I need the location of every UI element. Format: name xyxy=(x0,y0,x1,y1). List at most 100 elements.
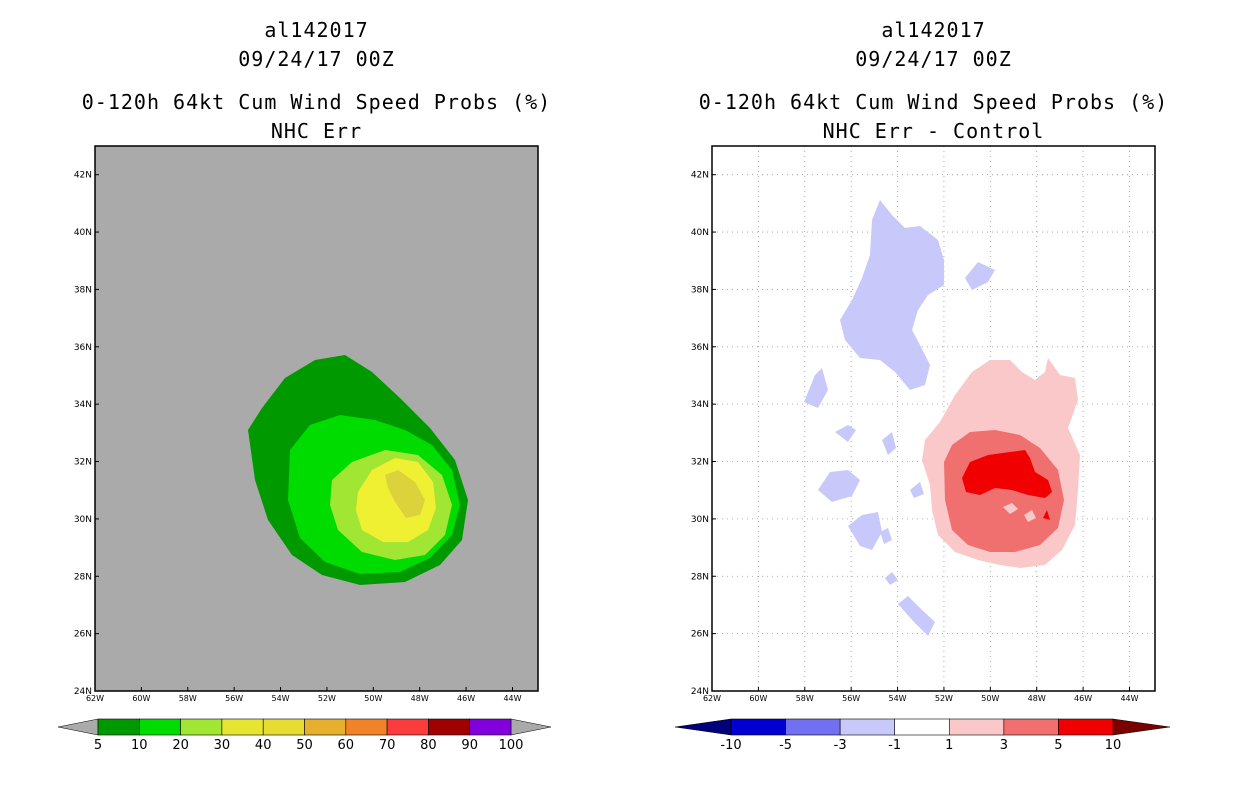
lat-label: 26N xyxy=(74,630,92,640)
lat-label: 34N xyxy=(74,400,92,410)
lon-label: 60W xyxy=(749,694,767,703)
lat-label: 38N xyxy=(74,285,92,295)
lat-label: 26N xyxy=(691,630,709,640)
colorbar-swatch xyxy=(97,718,140,736)
lat-label: 32N xyxy=(74,458,92,468)
lat-label: 36N xyxy=(691,343,709,353)
colorbar-swatch xyxy=(469,718,512,736)
left-contour-40 xyxy=(385,470,425,518)
lon-label: 52W xyxy=(318,694,336,703)
colorbar-swatch xyxy=(180,718,223,736)
colorbar-swatch xyxy=(1003,718,1059,736)
right-contour-neg-north xyxy=(840,200,944,390)
lat-label: 42N xyxy=(74,171,92,181)
right-contour-neg-mid xyxy=(882,432,896,455)
right-contour-neg-sw1 xyxy=(835,425,856,442)
right-contour-pos-5 xyxy=(962,450,1052,498)
colorbar-label: 30 xyxy=(214,738,231,753)
lat-label: 34N xyxy=(691,400,709,410)
lat-label: 40N xyxy=(74,228,92,238)
right-contour-neg-sw2 xyxy=(818,470,860,502)
colorbar-swatch xyxy=(221,718,264,736)
right-subtitle: NHC Err - Control xyxy=(822,119,1045,143)
left-map-frame xyxy=(94,145,539,692)
right-storm-id: al142017 xyxy=(881,18,986,42)
colorbar-label: -1 xyxy=(888,738,901,753)
lon-label: 56W xyxy=(842,694,860,703)
colorbar-swatch xyxy=(1058,718,1114,736)
lon-label: 48W xyxy=(411,694,429,703)
lon-label: 46W xyxy=(1074,694,1092,703)
lat-label: 30N xyxy=(74,515,92,525)
colorbar-swatch xyxy=(948,718,1005,736)
right-contour-neg-s3 xyxy=(880,528,892,544)
right-contour-hole-1 xyxy=(1003,503,1018,514)
lat-label: 38N xyxy=(691,285,709,295)
lon-label: 46W xyxy=(457,694,475,703)
colorbar-swatch xyxy=(345,718,388,736)
right-product-title: 0-120h 64kt Cum Wind Speed Probs (%) xyxy=(698,90,1169,114)
colorbar-swatch xyxy=(139,718,181,736)
colorbar-label: 60 xyxy=(338,738,355,753)
lon-label: 56W xyxy=(225,694,243,703)
colorbar-label: -3 xyxy=(834,738,847,753)
lon-label: 62W xyxy=(86,694,104,703)
right-colorbar: -10 -5 -3 -1 1 3 5 10 xyxy=(674,718,1171,753)
right-contour-neg-ne xyxy=(965,262,995,290)
right-contour-neg-west xyxy=(804,368,828,408)
right-contour-neg-s1 xyxy=(885,572,898,585)
colorbar-swatch xyxy=(730,718,786,736)
lat-label: 40N xyxy=(691,228,709,238)
lon-label: 50W xyxy=(364,694,382,703)
lat-label: 32N xyxy=(691,458,709,468)
colorbar-swatch xyxy=(839,718,896,736)
right-lon-axis: 62W 60W 58W 56W 54W 52W 50W 48W 46W 44W xyxy=(703,687,1139,703)
colorbar-label: 5 xyxy=(94,738,102,753)
lon-label: 44W xyxy=(1120,694,1138,703)
left-product-title: 0-120h 64kt Cum Wind Speed Probs (%) xyxy=(81,90,552,114)
left-colorbar-low-arrow xyxy=(57,718,99,736)
lat-label: 42N xyxy=(691,171,709,181)
lon-label: 54W xyxy=(272,694,290,703)
left-colorbar-high-arrow xyxy=(510,718,552,736)
lon-label: 58W xyxy=(179,694,197,703)
colorbar-label: 3 xyxy=(1000,738,1008,753)
lon-label: 62W xyxy=(703,694,721,703)
colorbar-swatch xyxy=(386,718,429,736)
lon-label: 50W xyxy=(981,694,999,703)
colorbar-label: 10 xyxy=(131,738,148,753)
colorbar-swatch xyxy=(785,718,841,736)
left-lat-axis: 42N 40N 38N 36N 34N 32N 30N 28N 26N 24N xyxy=(74,171,99,697)
colorbar-swatch xyxy=(894,718,950,736)
right-map: 42N 40N 38N 36N 34N 32N 30N 28N 26N 24N 62W 60W 58W… xyxy=(691,145,1156,703)
right-contour-hole-2 xyxy=(1024,510,1036,522)
colorbar-label: 90 xyxy=(461,738,478,753)
lat-label: 28N xyxy=(691,572,709,582)
colorbar-label: 80 xyxy=(420,738,437,753)
lat-label: 30N xyxy=(691,515,709,525)
colorbar-swatch xyxy=(428,718,470,736)
colorbar-label: 50 xyxy=(296,738,313,753)
right-lat-axis: 42N 40N 38N 36N 34N 32N 30N 28N 26N 24N xyxy=(691,171,716,697)
lon-label: 52W xyxy=(935,694,953,703)
colorbar-swatch xyxy=(262,718,305,736)
right-contour-neg-sw3 xyxy=(848,512,882,550)
left-storm-id: al142017 xyxy=(264,18,369,42)
colorbar-label: -10 xyxy=(720,738,741,753)
colorbar-label: 10 xyxy=(1105,738,1122,753)
right-colorbar-low-arrow xyxy=(674,718,732,736)
lat-label: 24N xyxy=(691,687,709,697)
right-datetime: 09/24/17 00Z xyxy=(855,47,1012,71)
lat-label: 28N xyxy=(74,572,92,582)
right-colorbar-high-arrow xyxy=(1112,718,1171,736)
colorbar-label: 70 xyxy=(379,738,396,753)
colorbar-label: 1 xyxy=(945,738,953,753)
right-contour-neg-s2 xyxy=(898,596,935,636)
right-contour-neg-mid2 xyxy=(910,482,924,498)
lat-label: 24N xyxy=(74,687,92,697)
left-colorbar: 5 10 20 30 40 50 60 70 80 90 100 xyxy=(57,718,552,753)
left-map: 42N 40N 38N 36N 34N 32N 30N 28N 26N 24N 62W 60W 58W… xyxy=(74,145,539,703)
lon-label: 58W xyxy=(796,694,814,703)
colorbar-label: 5 xyxy=(1054,738,1062,753)
